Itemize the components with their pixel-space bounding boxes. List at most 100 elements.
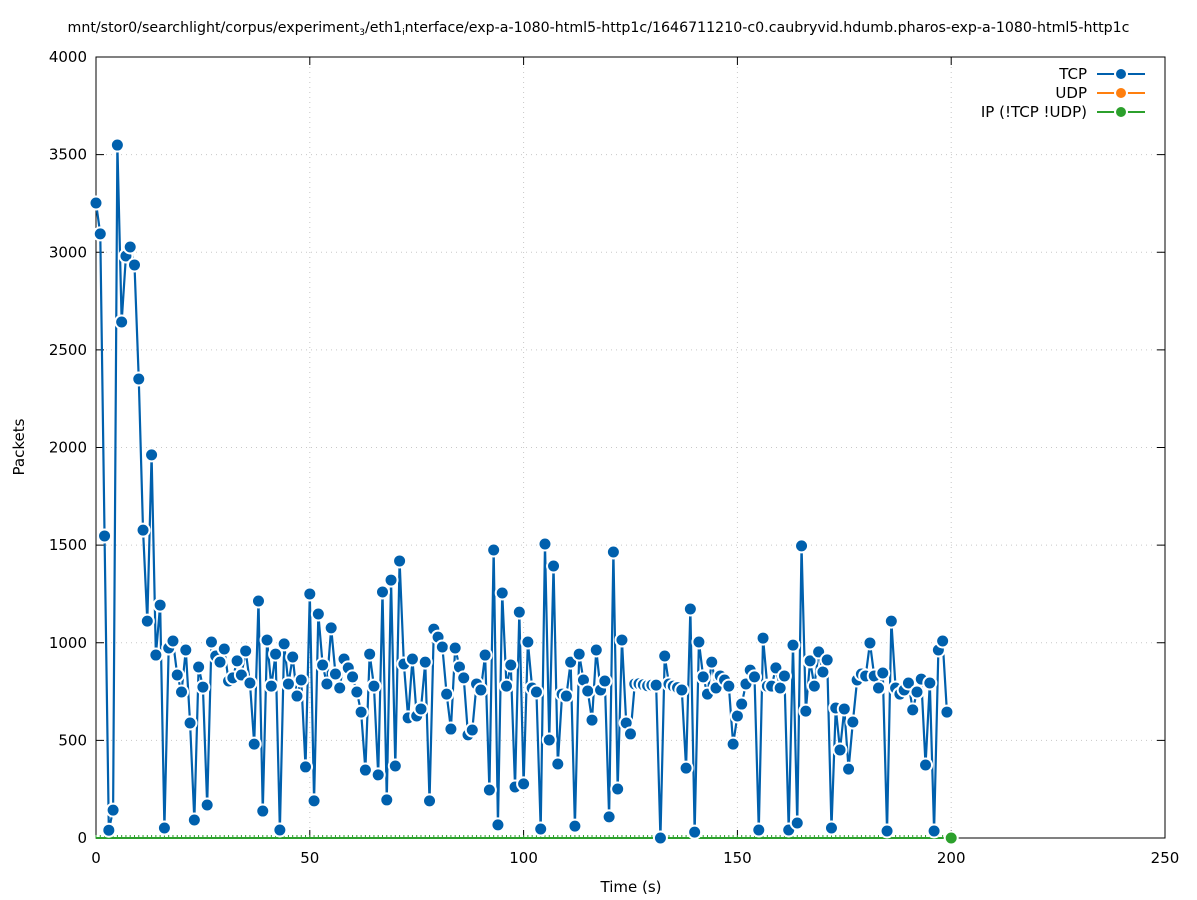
tcp-data-point xyxy=(905,702,921,718)
tcp-data-point xyxy=(486,542,502,558)
tcp-data-point xyxy=(285,649,301,665)
tcp-data-point xyxy=(362,646,378,662)
axes: 0 500 1000 1500 2000 2500 3000 3500 4000 0 50 100 15… xyxy=(49,48,1180,867)
tcp-data-point xyxy=(674,682,690,698)
tcp-data-point xyxy=(250,593,266,609)
tcp-data-point xyxy=(422,793,438,809)
tcp-data-point xyxy=(922,675,938,691)
tcp-data-point xyxy=(652,830,668,846)
x-tick-label: 100 xyxy=(509,849,538,867)
tcp-data-point xyxy=(490,817,506,833)
y-tick-label: 2500 xyxy=(49,341,87,359)
tcp-data-point xyxy=(404,651,420,667)
tcp-data-point xyxy=(879,823,895,839)
tcp-data-point xyxy=(216,641,232,657)
tcp-data-point xyxy=(447,640,463,656)
tcp-data-point xyxy=(238,643,254,659)
tcp-data-point xyxy=(310,606,326,622)
tcp-data-point xyxy=(186,812,202,828)
tcp-data-point xyxy=(875,665,891,681)
tcp-data-point xyxy=(909,684,925,700)
tcp-data-point xyxy=(439,686,455,702)
legend-label: TCP xyxy=(1058,65,1087,83)
tcp-data-point xyxy=(101,822,117,838)
tcp-data-point xyxy=(349,684,365,700)
tcp-data-point xyxy=(148,647,164,663)
tcp-data-point xyxy=(494,585,510,601)
tcp-data-point xyxy=(144,447,160,463)
tcp-data-point xyxy=(819,652,835,668)
y-tick-label: 3000 xyxy=(49,243,87,261)
tcp-data-point xyxy=(165,633,181,649)
tcp-data-point xyxy=(926,823,942,839)
y-axis-label: Packets xyxy=(10,418,28,475)
tcp-data-point xyxy=(704,654,720,670)
tcp-data-point xyxy=(191,659,207,675)
tcp-data-point xyxy=(721,678,737,694)
tcp-data-point xyxy=(918,757,934,773)
tcp-data-point xyxy=(785,637,801,653)
tcp-data-point xyxy=(464,722,480,738)
tcp-data-point xyxy=(327,666,343,682)
tcp-data-point xyxy=(242,675,258,691)
tcp-data-point xyxy=(588,642,604,658)
tcp-data-point xyxy=(353,704,369,720)
tcp-data-point xyxy=(392,553,408,569)
tcp-data-point xyxy=(477,647,493,663)
tcp-data-point xyxy=(734,696,750,712)
tcp-data-point xyxy=(131,371,147,387)
tcp-data-point xyxy=(212,654,228,670)
series-layer xyxy=(88,137,959,846)
tcp-data-point xyxy=(199,797,215,813)
tcp-data-point xyxy=(836,701,852,717)
tcp-data-point xyxy=(302,586,318,602)
title-subscript: i xyxy=(402,28,405,38)
tcp-data-point xyxy=(802,653,818,669)
tcp-data-point xyxy=(178,642,194,658)
tcp-data-point xyxy=(139,613,155,629)
tcp-data-point xyxy=(156,820,172,836)
tcp-data-point xyxy=(114,314,130,330)
tcp-data-point xyxy=(776,668,792,684)
tcp-data-point xyxy=(293,672,309,688)
tcp-data-point xyxy=(443,721,459,737)
tcp-data-point xyxy=(370,767,386,783)
tcp-data-point xyxy=(503,657,519,673)
tcp-data-point xyxy=(413,701,429,717)
tcp-data-point xyxy=(383,572,399,588)
tcp-data-point xyxy=(691,634,707,650)
tcp-data-point xyxy=(481,782,497,798)
tcp-data-point xyxy=(345,669,361,685)
tcp-data-point xyxy=(751,822,767,838)
tcp-data-point xyxy=(122,239,138,255)
x-tick-label: 50 xyxy=(300,849,319,867)
x-tick-label: 200 xyxy=(937,849,966,867)
tcp-data-point xyxy=(498,678,514,694)
x-tick-label: 250 xyxy=(1151,849,1180,867)
tcp-data-point xyxy=(939,704,955,720)
x-axis-label: Time (s) xyxy=(600,878,662,896)
tcp-data-point xyxy=(387,758,403,774)
tcp-data-point xyxy=(195,679,211,695)
tcp-data-point xyxy=(883,613,899,629)
y-tick-label: 0 xyxy=(77,829,87,847)
tcp-data-point xyxy=(546,558,562,574)
tcp-data-point xyxy=(473,682,489,698)
tcp-data-point xyxy=(263,678,279,694)
legend-marker xyxy=(1114,67,1128,81)
title-subscript: 3 xyxy=(359,28,366,38)
tcp-data-point xyxy=(623,726,638,742)
x-tick-label: 0 xyxy=(91,849,101,867)
tcp-data-point xyxy=(682,601,698,617)
tcp-data-point xyxy=(580,683,596,699)
y-tick-label: 500 xyxy=(58,731,87,749)
tcp-data-point xyxy=(584,712,600,728)
tcp-data-point xyxy=(614,632,630,648)
tcp-data-point xyxy=(755,630,771,646)
tcp-data-point xyxy=(601,809,617,825)
x-tick-label: 150 xyxy=(723,849,752,867)
tcp-data-point xyxy=(511,604,527,620)
legend-marker xyxy=(1114,105,1128,119)
tcp-data-point xyxy=(203,634,219,650)
